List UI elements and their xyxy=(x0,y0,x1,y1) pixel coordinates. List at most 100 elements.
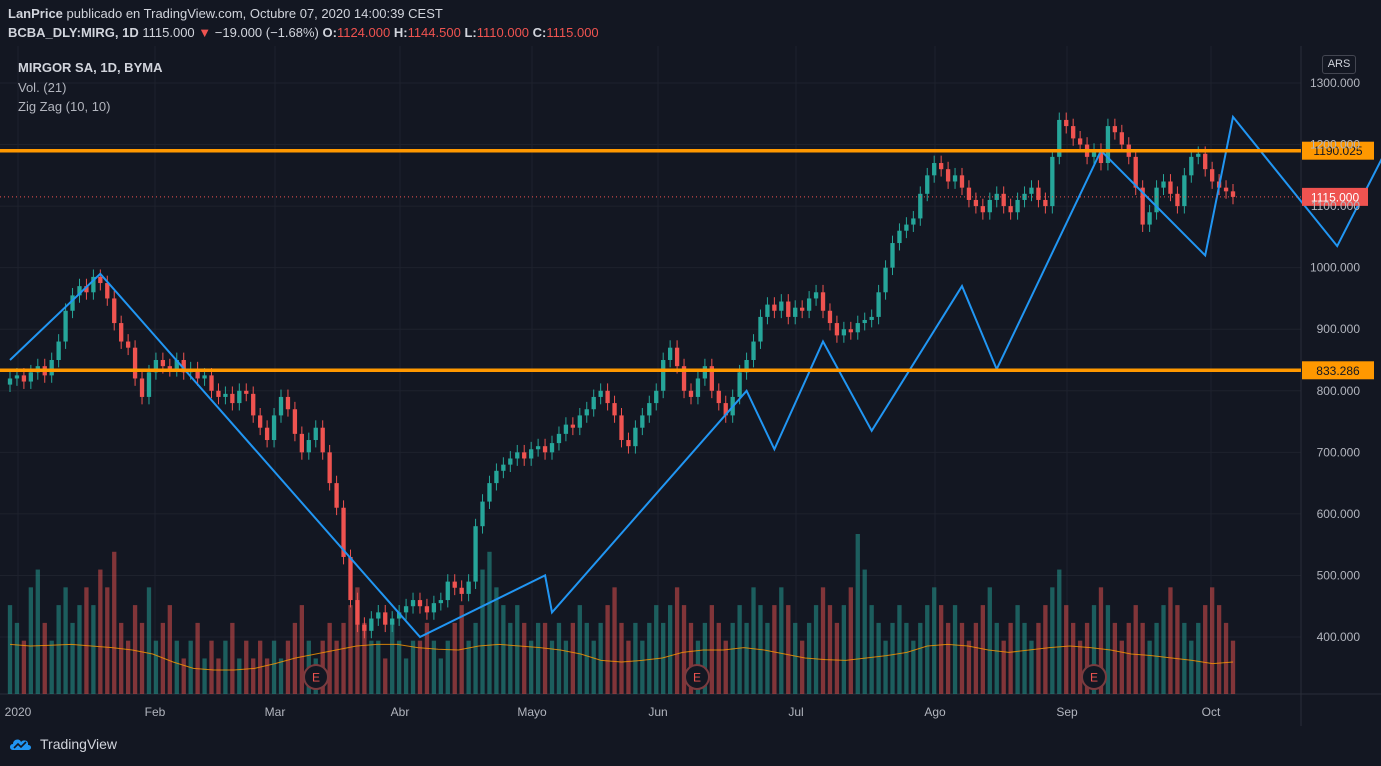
volume-bar xyxy=(800,640,805,694)
volume-bar xyxy=(91,605,96,694)
candle-body xyxy=(125,341,131,348)
candle-body xyxy=(654,390,659,404)
candle-body xyxy=(327,452,332,484)
volume-bar xyxy=(890,622,895,694)
y-tick-label: 500.000 xyxy=(1317,568,1361,582)
volume-bar xyxy=(619,622,624,694)
volume-bar xyxy=(932,587,937,694)
high-label: H: xyxy=(393,25,408,40)
open-label: O: xyxy=(322,25,337,40)
low-value: 1110.000 xyxy=(476,25,530,40)
candle-body xyxy=(174,360,179,370)
candle-body xyxy=(772,304,777,311)
volume-bar xyxy=(139,622,145,694)
candle-body xyxy=(890,243,895,268)
volume-bar xyxy=(1216,605,1222,694)
volume-bar xyxy=(21,640,27,694)
candle-body xyxy=(661,360,666,391)
candle-body xyxy=(1189,156,1194,176)
candle-body xyxy=(813,292,819,299)
candle-body xyxy=(793,307,798,317)
volume-bar xyxy=(70,622,75,694)
candle-body xyxy=(306,440,311,453)
volume-bar xyxy=(105,587,110,694)
volume-bar xyxy=(1022,622,1027,694)
volume-bar xyxy=(751,587,756,694)
volume-bar xyxy=(1050,587,1055,694)
volume-bar xyxy=(1057,569,1062,694)
candle-body xyxy=(820,292,826,311)
volume-bar xyxy=(633,622,638,694)
volume-bar xyxy=(1126,622,1131,694)
volume-bar xyxy=(1029,640,1034,694)
candle-body xyxy=(1203,153,1208,170)
candle-body xyxy=(980,206,985,213)
horizontal-line-label: 1190.025 xyxy=(1313,144,1362,158)
volume-bar xyxy=(146,587,152,694)
candle-body xyxy=(98,276,103,284)
x-tick-label: Feb xyxy=(145,705,166,719)
candle-body xyxy=(70,295,75,311)
candle-body xyxy=(49,360,54,376)
volume-bar xyxy=(563,640,569,694)
legend-zigzag[interactable]: Zig Zag (10, 10) xyxy=(18,99,111,114)
candle-body xyxy=(952,175,958,182)
earnings-marker-icon xyxy=(303,664,329,690)
last-price: 1115.000 xyxy=(142,25,195,40)
candle-body xyxy=(348,556,353,601)
volume-bar xyxy=(883,640,888,694)
volume-bar xyxy=(362,622,367,694)
author-name[interactable]: LanPrice xyxy=(8,6,63,21)
published-text: publicado en TradingView.com, Octubre 07… xyxy=(66,6,443,21)
candle-body xyxy=(445,581,450,601)
volume-bar xyxy=(556,622,562,694)
candle-body xyxy=(1015,199,1020,213)
candle-body xyxy=(112,298,117,324)
volume-bar xyxy=(390,622,395,694)
candle-body xyxy=(28,372,34,382)
volume-bar xyxy=(591,640,596,694)
volume-bar xyxy=(1140,622,1145,694)
volume-bar xyxy=(577,605,582,694)
legend-volume[interactable]: Vol. (21) xyxy=(18,79,67,95)
currency-badge[interactable]: ARS xyxy=(1322,55,1356,74)
zigzag-line xyxy=(9,114,1381,639)
candle-body xyxy=(563,424,569,434)
tradingview-brand: TradingView xyxy=(40,736,118,752)
candle-body xyxy=(278,396,284,416)
candle-body xyxy=(1036,187,1041,200)
chart-area[interactable]: 1190.025 833.286 1115.000 1300.000 1200.000 1… xyxy=(0,46,1381,726)
candle-body xyxy=(160,360,166,367)
volume-bar xyxy=(487,551,492,694)
volume-bar xyxy=(542,622,548,694)
candle-body xyxy=(1077,138,1083,145)
tradingview-logo[interactable]: TradingView xyxy=(8,736,117,752)
candle-body xyxy=(667,347,673,360)
volume-bar xyxy=(417,640,423,694)
candle-body xyxy=(549,443,555,453)
candle-body xyxy=(640,415,645,428)
volume-bar xyxy=(1230,640,1236,694)
price-chart[interactable]: 1190.025 833.286 1115.000 1300.000 1200.000 1… xyxy=(0,46,1381,726)
candle-body xyxy=(376,612,381,619)
volume-bar xyxy=(1036,622,1041,694)
candle-body xyxy=(681,366,687,391)
volume-bar xyxy=(647,622,652,694)
candle-body xyxy=(396,612,402,619)
volume-bar xyxy=(862,569,867,694)
volume-bar xyxy=(744,622,749,694)
volume-bar xyxy=(605,605,610,694)
volume-bar xyxy=(772,605,777,694)
volume-bar xyxy=(452,622,457,694)
candle-body xyxy=(181,360,186,373)
candle-body xyxy=(744,360,749,373)
candle-body xyxy=(945,169,951,182)
candle-body xyxy=(438,600,443,604)
horizontal-line-label-box xyxy=(1302,361,1374,380)
volume-bar xyxy=(876,622,881,694)
footer: TradingView xyxy=(0,726,1381,766)
volume-bar xyxy=(1223,622,1229,694)
volume-bar xyxy=(376,640,381,694)
volume-bar xyxy=(737,605,742,694)
earnings-marker-label: E xyxy=(693,671,701,685)
